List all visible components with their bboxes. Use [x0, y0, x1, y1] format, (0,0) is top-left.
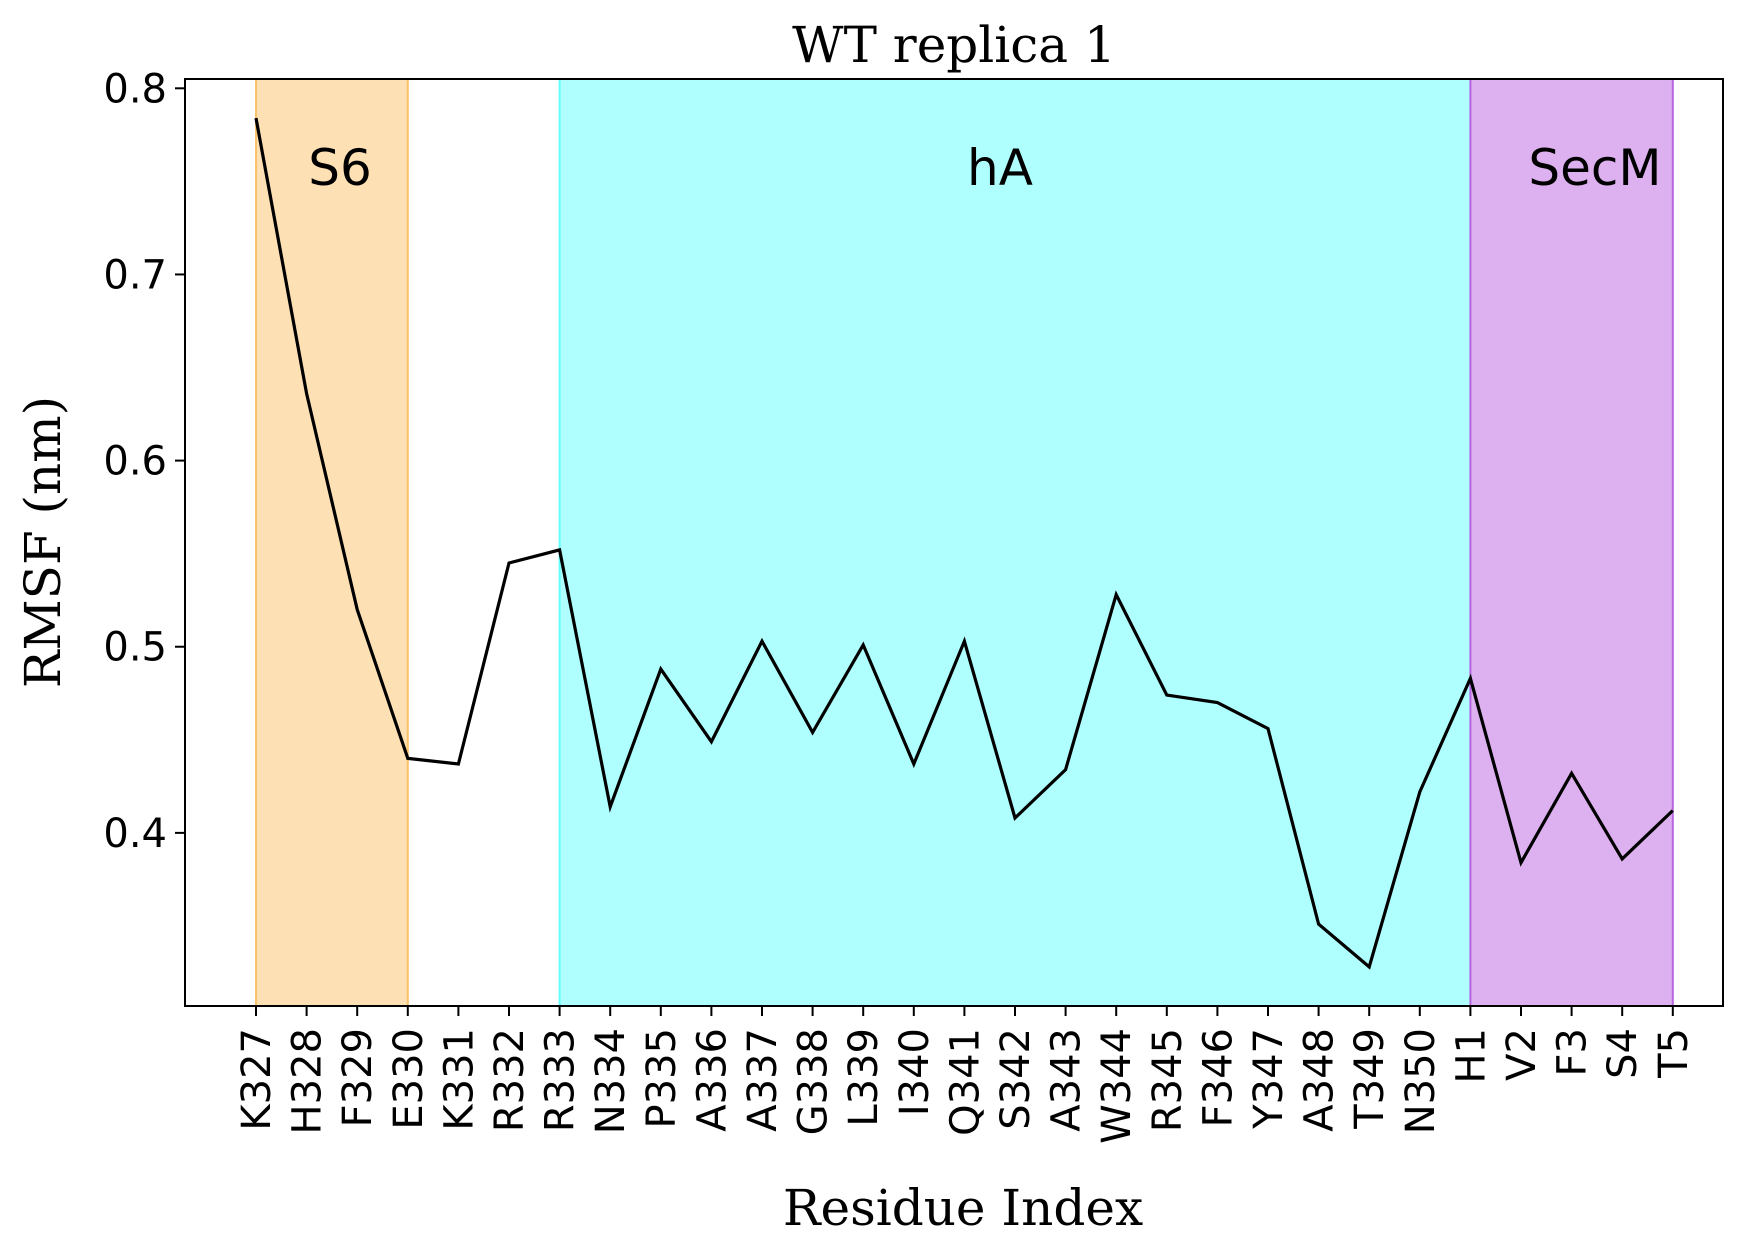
y-axis-label: RMSF (nm) — [14, 396, 72, 688]
region-secm — [1469, 78, 1674, 1007]
x-tick-label-n350: N350 — [1398, 1028, 1444, 1134]
x-tick-label-f346: F346 — [1195, 1028, 1241, 1127]
x-tick-label-k327: K327 — [234, 1028, 280, 1131]
x-axis-ticks: K327 H328 F329 E330 K331 R332 R333 N334 P335 A336… — [234, 1006, 1697, 1144]
x-tick-label-h1: H1 — [1448, 1028, 1494, 1084]
chart-title: WT replica 1 — [792, 16, 1116, 74]
y-tick-label: 0.8 — [103, 66, 167, 112]
region-labels: S6 hA SecM — [308, 139, 1661, 197]
y-axis-ticks: 0.4 0.5 0.6 0.7 0.8 — [103, 66, 185, 857]
x-tick-label-f329: F329 — [335, 1028, 381, 1127]
region-label-ha: hA — [967, 139, 1033, 197]
y-tick-label: 0.5 — [103, 625, 167, 671]
x-tick-label-g338: G338 — [791, 1028, 837, 1135]
x-tick-label-v2: V2 — [1499, 1028, 1545, 1081]
x-tick-label-i340: I340 — [892, 1028, 938, 1116]
x-tick-label-l339: L339 — [841, 1028, 887, 1127]
x-tick-label-a337: A337 — [740, 1028, 786, 1132]
y-tick-label: 0.7 — [103, 252, 167, 298]
x-tick-label-h328: H328 — [285, 1028, 331, 1134]
x-tick-label-p335: P335 — [639, 1028, 685, 1128]
region-label-secm: SecM — [1528, 139, 1661, 197]
x-tick-label-r332: R332 — [487, 1028, 533, 1132]
region-s6 — [255, 78, 409, 1007]
x-tick-label-s342: S342 — [993, 1028, 1039, 1130]
x-tick-label-e330: E330 — [386, 1028, 432, 1130]
x-tick-label-n334: N334 — [588, 1028, 634, 1134]
x-tick-label-f3: F3 — [1550, 1028, 1596, 1076]
y-tick-label: 0.4 — [103, 811, 167, 857]
x-tick-label-s4: S4 — [1600, 1028, 1646, 1079]
x-tick-label-r345: R345 — [1145, 1028, 1191, 1132]
region-ha — [558, 78, 1472, 1007]
x-tick-label-w344: W344 — [1094, 1028, 1140, 1144]
x-tick-label-a348: A348 — [1297, 1028, 1343, 1132]
shaded-regions — [255, 78, 1674, 1007]
x-tick-label-t5: T5 — [1651, 1028, 1697, 1079]
plot-frame — [184, 78, 1724, 1007]
x-tick-label-q341: Q341 — [942, 1028, 988, 1136]
x-axis-label: Residue Index — [783, 1179, 1143, 1237]
x-tick-label-r333: R333 — [538, 1028, 584, 1132]
x-tick-label-k331: K331 — [436, 1028, 482, 1131]
x-tick-label-y347: Y347 — [1246, 1028, 1292, 1130]
x-tick-label-t349: T349 — [1347, 1028, 1393, 1130]
x-tick-label-a343: A343 — [1044, 1028, 1090, 1132]
region-label-s6: S6 — [308, 139, 372, 197]
x-tick-label-a336: A336 — [689, 1028, 735, 1132]
series-line-group — [254, 117, 1674, 970]
y-tick-label: 0.6 — [103, 439, 167, 485]
